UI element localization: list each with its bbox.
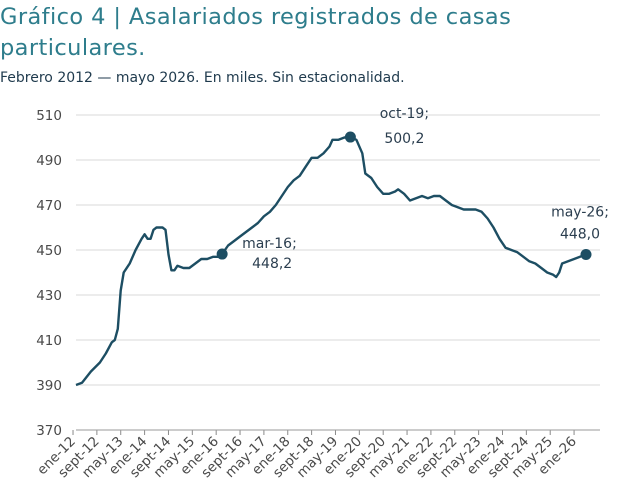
y-tick-label: 510 [36,108,62,124]
y-axis-ticks: 370 390 410 430 450 470 490 510 [36,108,62,439]
annotation-label: may-26; [551,205,609,221]
annotation-value: 448,2 [252,256,292,272]
y-tick-label: 470 [36,198,62,214]
chart-subtitle: Febrero 2012 — mayo 2026. En miles. Sin … [0,70,405,86]
y-tick-label: 450 [36,243,62,259]
chart-title: Gráfico 4 | Asalariados registrados de c… [0,4,512,61]
annotation-point [216,248,228,260]
annotation-markers: mar-16; 448,2 oct-19; 500,2 may-26; 448,0 [216,106,609,272]
y-tick-label: 430 [36,288,62,304]
annotation-label: oct-19; [380,106,429,122]
annotation-label: mar-16; [242,236,297,252]
y-tick-label: 390 [36,378,62,394]
series-line [75,135,587,387]
annotation-value: 500,2 [384,131,424,147]
gridlines [76,114,600,431]
annotation-point [580,249,592,260]
y-tick-label: 370 [36,423,62,439]
series-lines [75,135,587,387]
y-tick-label: 410 [36,333,62,349]
y-tick-label: 490 [36,153,62,169]
annotation-value: 448,0 [560,227,600,243]
annotation-point [344,131,356,143]
x-axis-ticks: ene-12sept-12may-13ene-14sept-14may-15en… [34,429,600,481]
